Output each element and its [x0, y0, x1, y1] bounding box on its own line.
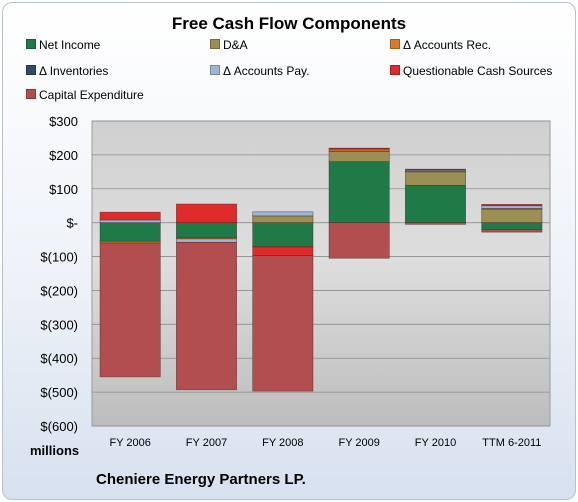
- y-tick-label: $300: [49, 114, 78, 129]
- plot-area: [91, 120, 551, 427]
- gridlines: [92, 120, 550, 427]
- units-label: millions: [30, 443, 80, 458]
- legend-swatch: [390, 65, 400, 75]
- x-tick-label: FY 2007: [186, 437, 227, 449]
- x-tick-label: FY 2010: [415, 437, 456, 449]
- bar-segment: [404, 171, 467, 186]
- legend-item-inventories: Δ Inventories: [26, 64, 108, 78]
- legend-item-accounts-rec: Δ Accounts Rec.: [390, 38, 491, 52]
- bar-segment: [252, 222, 314, 247]
- bar-segment: [481, 205, 543, 209]
- x-tick-label: TTM 6-2011: [482, 437, 541, 449]
- bar-segment: [328, 151, 390, 163]
- bar-segment: [175, 222, 238, 239]
- bar-segment: [328, 222, 390, 259]
- y-tick-label: $(300): [40, 317, 78, 332]
- legend-label: Δ Accounts Rec.: [403, 38, 492, 52]
- legend-label: Net Income: [39, 38, 101, 52]
- y-tick-label: $(400): [40, 351, 78, 366]
- legend-label: D&A: [223, 38, 248, 52]
- y-axis-ticks: $300 $200 $100 $- $(100) $(200) $(300) $(400) $(…: [40, 114, 78, 434]
- bar-segment: [328, 147, 390, 150]
- x-axis-ticks: FY 2006 FY 2007 FY 2008 FY 2009 FY 2010 TTM 6…: [109, 437, 541, 449]
- y-tick-label: $200: [49, 148, 78, 163]
- legend-item-accounts-pay: Δ Accounts Pay.: [210, 64, 310, 78]
- bar-segment: [404, 185, 467, 224]
- bar-segment: [481, 204, 543, 207]
- legend-item-net-income: Net Income: [26, 38, 100, 52]
- bar-segment: [175, 238, 238, 243]
- bar-segment: [99, 242, 161, 378]
- bar-segment: [481, 222, 543, 230]
- legend-item-capex: Capital Expenditure: [26, 88, 144, 102]
- x-tick-label: FY 2008: [262, 437, 303, 449]
- legend-label: Capital Expenditure: [39, 88, 144, 102]
- bar-segment: [252, 255, 314, 392]
- y-tick-label: $(200): [40, 283, 78, 298]
- x-tick-label: FY 2009: [338, 437, 379, 449]
- bar-segment: [175, 241, 238, 391]
- bar-segment: [481, 208, 543, 224]
- y-tick-label: $(600): [40, 419, 78, 434]
- bar-segment: [252, 215, 314, 224]
- legend-swatch: [26, 39, 36, 49]
- bar-segment: [328, 161, 390, 224]
- legend-swatch: [390, 39, 400, 49]
- bar-segment: [404, 222, 467, 225]
- chart-title: Free Cash Flow Components: [171, 14, 407, 33]
- bar-segment: [99, 211, 161, 221]
- bar-segment: [404, 168, 467, 171]
- bar-segment: [252, 246, 314, 256]
- y-tick-label: $-: [66, 216, 78, 231]
- y-tick-label: $(100): [40, 250, 78, 265]
- bar-segment: [99, 219, 161, 224]
- legend-label: Δ Accounts Pay.: [223, 64, 310, 78]
- legend-label: Δ Inventories: [39, 64, 109, 78]
- y-tick-label: $(500): [40, 385, 78, 400]
- legend-item-da: D&A: [210, 38, 248, 52]
- bar-segment: [481, 229, 543, 233]
- bars: [99, 147, 543, 392]
- bar-segment: [252, 211, 314, 217]
- legend-swatch: [26, 65, 36, 75]
- company-name: Cheniere Energy Partners LP.: [96, 471, 306, 488]
- bar-segment: [99, 222, 161, 242]
- legend-item-questionable-cash: Questionable Cash Sources: [390, 64, 552, 78]
- legend-swatch: [26, 89, 36, 99]
- bar-segment: [175, 203, 238, 224]
- legend-label: Questionable Cash Sources: [403, 64, 553, 78]
- legend-swatch: [210, 65, 220, 75]
- legend-swatch: [210, 39, 220, 49]
- x-tick-label: FY 2006: [109, 437, 150, 449]
- y-tick-label: $100: [49, 182, 78, 197]
